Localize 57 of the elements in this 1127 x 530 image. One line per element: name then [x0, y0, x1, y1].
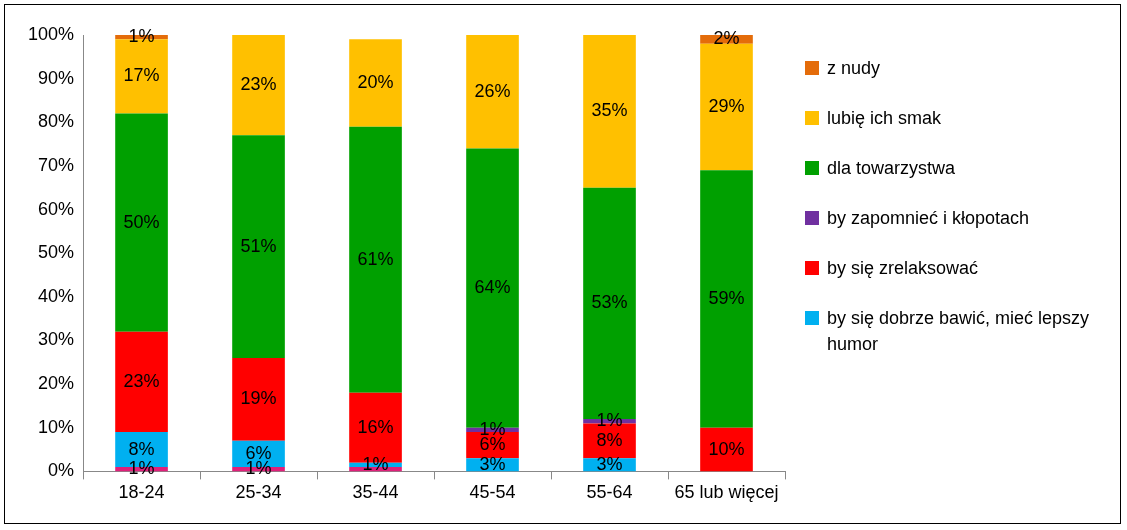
bar	[115, 113, 168, 332]
y-tick-label: 60%	[38, 198, 75, 219]
data-label: 1%	[596, 410, 623, 431]
y-tick-label: 80%	[38, 111, 75, 132]
y-tick-label: 40%	[38, 285, 75, 306]
data-label: 1%	[362, 453, 389, 474]
data-label: 8%	[128, 438, 155, 459]
data-label: 10%	[708, 438, 745, 459]
bar	[115, 331, 168, 433]
x-tick-label: 55-64	[586, 482, 633, 503]
legend-label: z nudy	[827, 57, 881, 80]
bar	[232, 35, 285, 136]
data-label: 64%	[474, 277, 511, 298]
bar	[700, 170, 753, 428]
data-label: 17%	[123, 65, 160, 86]
x-tick-label: 35-44	[352, 482, 399, 503]
legend-label: lubię ich smak	[827, 107, 942, 130]
data-label: 3%	[479, 453, 506, 474]
y-tick-label: 20%	[38, 373, 75, 394]
data-label: 23%	[123, 370, 160, 391]
bar	[583, 35, 636, 188]
data-label: 8%	[596, 429, 623, 450]
y-tick-label: 70%	[38, 154, 75, 175]
bar	[232, 357, 285, 441]
bar	[349, 126, 402, 393]
legend-label: by się dobrze bawić, mieć lepszy humor	[827, 307, 1091, 356]
data-label: 61%	[357, 248, 394, 269]
data-label: 23%	[240, 74, 277, 95]
legend-label: by zapomnieć i kłopotach	[827, 207, 1030, 230]
bar	[349, 39, 402, 127]
legend-label: by się zrelaksować	[827, 257, 979, 280]
data-label: 50%	[123, 211, 160, 232]
data-label: 6%	[479, 434, 506, 455]
y-tick-label: 100%	[27, 23, 75, 44]
data-label: 26%	[474, 80, 511, 101]
data-label: 3%	[596, 453, 623, 474]
data-label: 35%	[591, 100, 628, 121]
y-tick-label: 50%	[38, 242, 75, 263]
y-tick-label: 30%	[38, 329, 75, 350]
y-tick-label: 10%	[38, 416, 75, 437]
data-label: 16%	[357, 416, 394, 437]
legend-label: dla towarzystwa	[827, 157, 956, 180]
data-label: 53%	[591, 292, 628, 313]
data-label: 51%	[240, 235, 277, 256]
x-tick-label: 65 lub więcej	[674, 482, 779, 503]
bar	[466, 35, 519, 149]
data-label: 20%	[357, 71, 394, 92]
x-tick-label: 45-54	[469, 482, 516, 503]
x-tick-label: 18-24	[118, 482, 165, 503]
data-label: 59%	[708, 287, 745, 308]
data-label: 29%	[708, 95, 745, 116]
data-label: 19%	[240, 388, 277, 409]
bar	[232, 135, 285, 358]
y-tick-label: 90%	[38, 67, 75, 88]
x-tick-label: 25-34	[235, 482, 282, 503]
y-tick-label: 0%	[48, 460, 75, 481]
bar	[700, 43, 753, 171]
